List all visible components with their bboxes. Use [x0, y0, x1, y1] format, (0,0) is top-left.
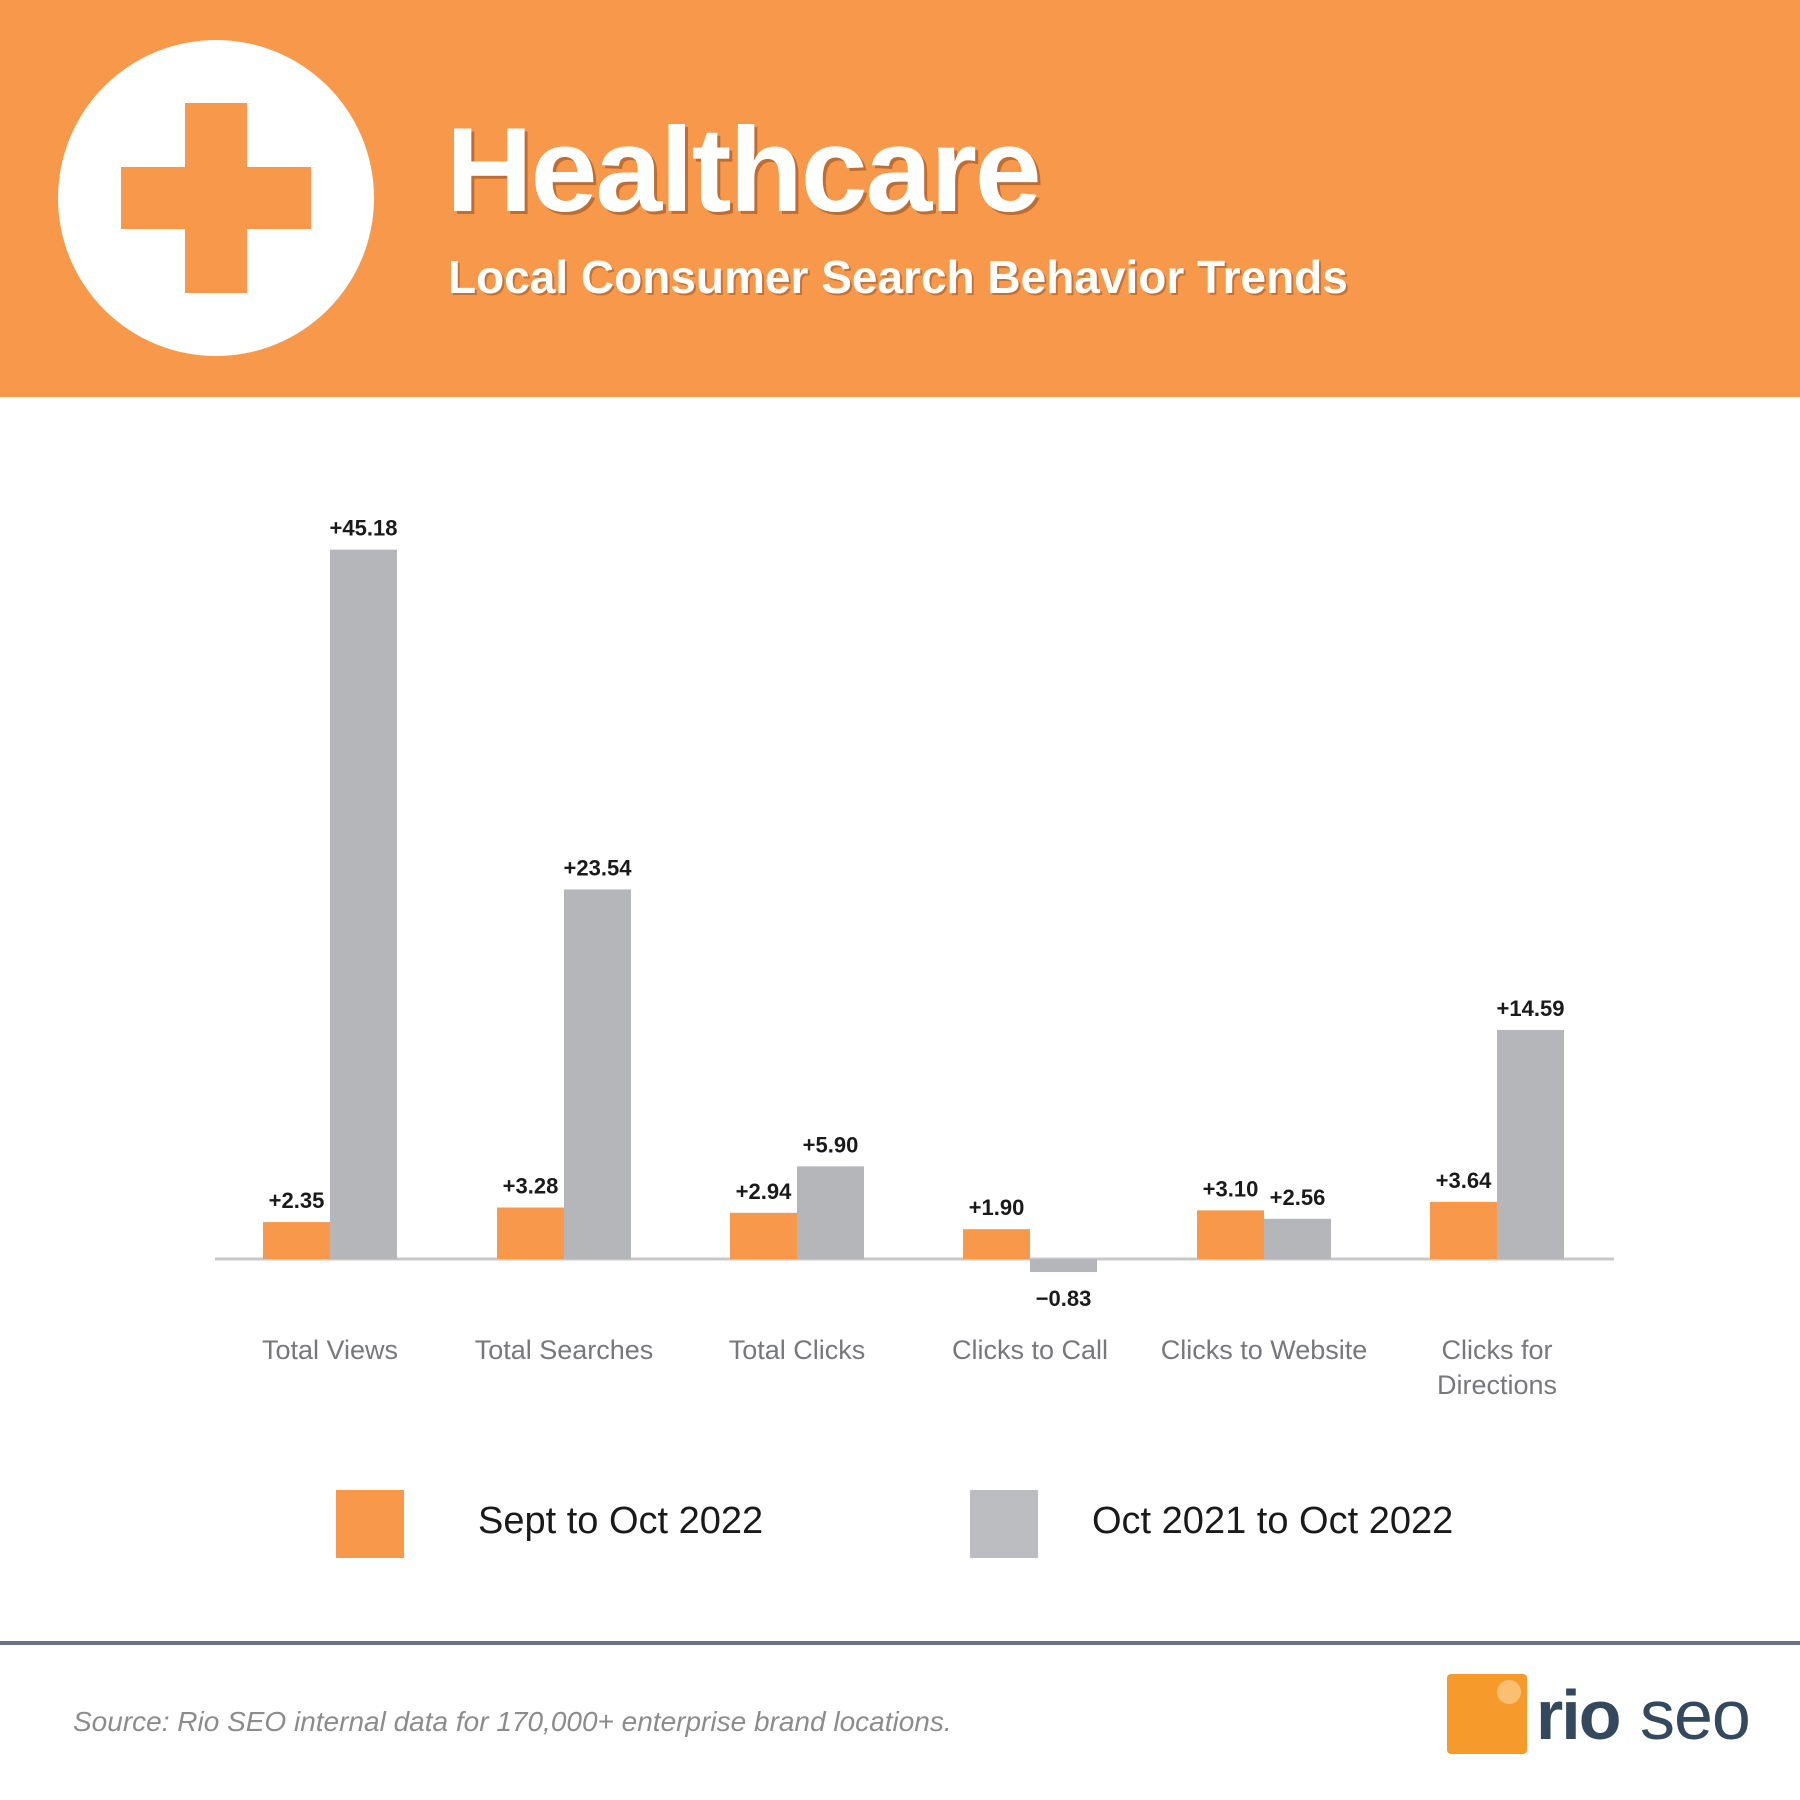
bar-oct2021-oct2022-4 [1264, 1218, 1331, 1259]
bar-sept-oct-2022-2 [730, 1212, 797, 1259]
footer-divider [0, 1641, 1800, 1645]
value-label: +23.54 [564, 855, 633, 880]
value-label: +2.94 [736, 1179, 792, 1204]
value-label: +2.35 [269, 1188, 325, 1213]
bar-oct2021-oct2022-1 [564, 889, 631, 1259]
legend-swatch-gray [970, 1490, 1038, 1558]
chart-legend: Sept to Oct 2022 Oct 2021 to Oct 2022 [0, 1490, 1800, 1560]
category-label: Clicks to Website [1161, 1335, 1368, 1365]
bar-chart: +2.35 +45.18 Total Views +3.28 +23.54 Total S… [0, 397, 1800, 1467]
logo-text-rio: rio [1536, 1676, 1621, 1754]
bar-sept-oct-2022-4 [1197, 1210, 1264, 1259]
page-title: Healthcare [446, 103, 1042, 237]
category-label: Total Views [262, 1335, 398, 1365]
category-label: Directions [1437, 1370, 1557, 1400]
value-label: +5.90 [803, 1132, 859, 1157]
bar-sept-oct-2022-3 [963, 1229, 1030, 1259]
bar-sept-oct-2022-1 [497, 1207, 564, 1259]
bar-sept-oct-2022-0 [263, 1222, 330, 1259]
category-label: Clicks for [1441, 1335, 1552, 1365]
value-label: +3.10 [1203, 1176, 1259, 1201]
bar-chart-svg: +2.35 +45.18 Total Views +3.28 +23.54 Total S… [215, 516, 1614, 1400]
bar-oct2021-oct2022-5 [1497, 1029, 1564, 1259]
value-label: +1.90 [969, 1195, 1025, 1220]
legend-label-series-2: Oct 2021 to Oct 2022 [1092, 1500, 1454, 1542]
header-banner: Healthcare Local Consumer Search Behavio… [0, 0, 1800, 397]
legend-swatch-orange [336, 1490, 404, 1558]
category-label: Total Clicks [729, 1335, 866, 1365]
bar-oct2021-oct2022-3 [1030, 1259, 1097, 1273]
rio-seo-logo-mark [1447, 1674, 1527, 1754]
bar-oct2021-oct2022-2 [797, 1166, 864, 1259]
value-label: +3.64 [1436, 1168, 1492, 1193]
value-label: −0.83 [1036, 1286, 1092, 1311]
source-note: Source: Rio SEO internal data for 170,00… [73, 1706, 952, 1737]
value-label: +2.56 [1270, 1185, 1326, 1210]
medical-cross-icon [58, 40, 374, 356]
legend-label-series-1: Sept to Oct 2022 [478, 1500, 764, 1542]
value-label: +14.59 [1497, 996, 1565, 1021]
category-label: Clicks to Call [952, 1335, 1108, 1365]
page-subtitle: Local Consumer Search Behavior Trends [448, 251, 1348, 303]
logo-text-seo: seo [1640, 1676, 1751, 1754]
category-label: Total Searches [475, 1335, 654, 1365]
bar-sept-oct-2022-5 [1430, 1201, 1497, 1259]
bar-oct2021-oct2022-0 [330, 549, 397, 1259]
value-label: +45.18 [330, 516, 398, 541]
value-label: +3.28 [503, 1174, 559, 1199]
